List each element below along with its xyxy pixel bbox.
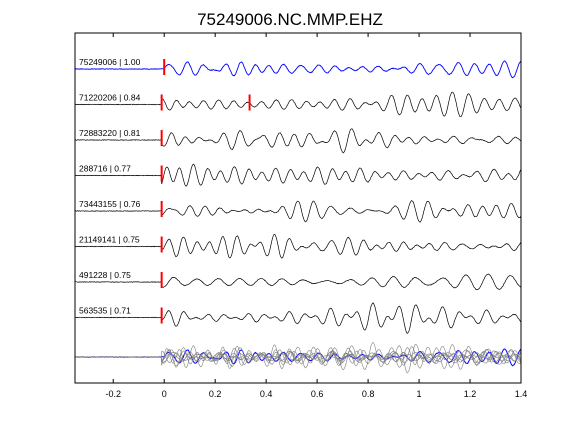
x-tick-label-7: 1.2 xyxy=(464,389,477,399)
trace-waveform-75249006 xyxy=(74,60,522,79)
x-tick-label-3: 0.4 xyxy=(260,389,273,399)
trace-label-72883220: 72883220 | 0.81 xyxy=(79,128,141,138)
trace-waveform-73443155 xyxy=(75,200,522,223)
trace-label-75249006: 75249006 | 1.00 xyxy=(79,57,141,67)
axes-frame xyxy=(74,32,522,384)
stack-waveform-563535 xyxy=(74,342,522,374)
trace-waveform-491228 xyxy=(74,273,522,291)
x-tick-label-6: 1 xyxy=(417,389,422,399)
x-tick-label-2: 0.2 xyxy=(209,389,222,399)
x-tick-label-5: 0.8 xyxy=(362,389,375,399)
trace-waveform-288716 xyxy=(74,163,522,187)
plot-area: 75249006 | 1.00 71220206 | 0.84 72883220 |… xyxy=(74,57,522,374)
x-tick-label-1: 0 xyxy=(162,389,167,399)
chart-title: 75249006.NC.MMP.EHZ xyxy=(197,10,383,29)
trace-label-21149141: 21149141 | 0.75 xyxy=(79,235,140,245)
stack-waveform-491228 xyxy=(74,348,522,366)
trace-label-73443155: 73443155 | 0.76 xyxy=(79,199,141,209)
trace-label-563535: 563535 | 0.71 xyxy=(79,306,131,316)
trace-waveform-563535 xyxy=(74,302,522,334)
trace-label-71220206: 71220206 | 0.84 xyxy=(79,93,141,103)
trace-waveform-71220206 xyxy=(74,91,522,118)
x-tick-label-8: 1.4 xyxy=(515,389,528,399)
trace-waveform-72883220 xyxy=(74,128,522,154)
trace-label-288716: 288716 | 0.77 xyxy=(79,164,131,174)
trace-waveform-21149141 xyxy=(75,233,522,259)
x-axis: -0.2 0 0.2 0.4 0.6 0.8 1 1.2 1.4 xyxy=(105,33,527,399)
trace-label-491228: 491228 | 0.75 xyxy=(79,270,131,280)
x-tick-label-4: 0.6 xyxy=(311,389,324,399)
x-tick-label-0: -0.2 xyxy=(105,389,121,399)
